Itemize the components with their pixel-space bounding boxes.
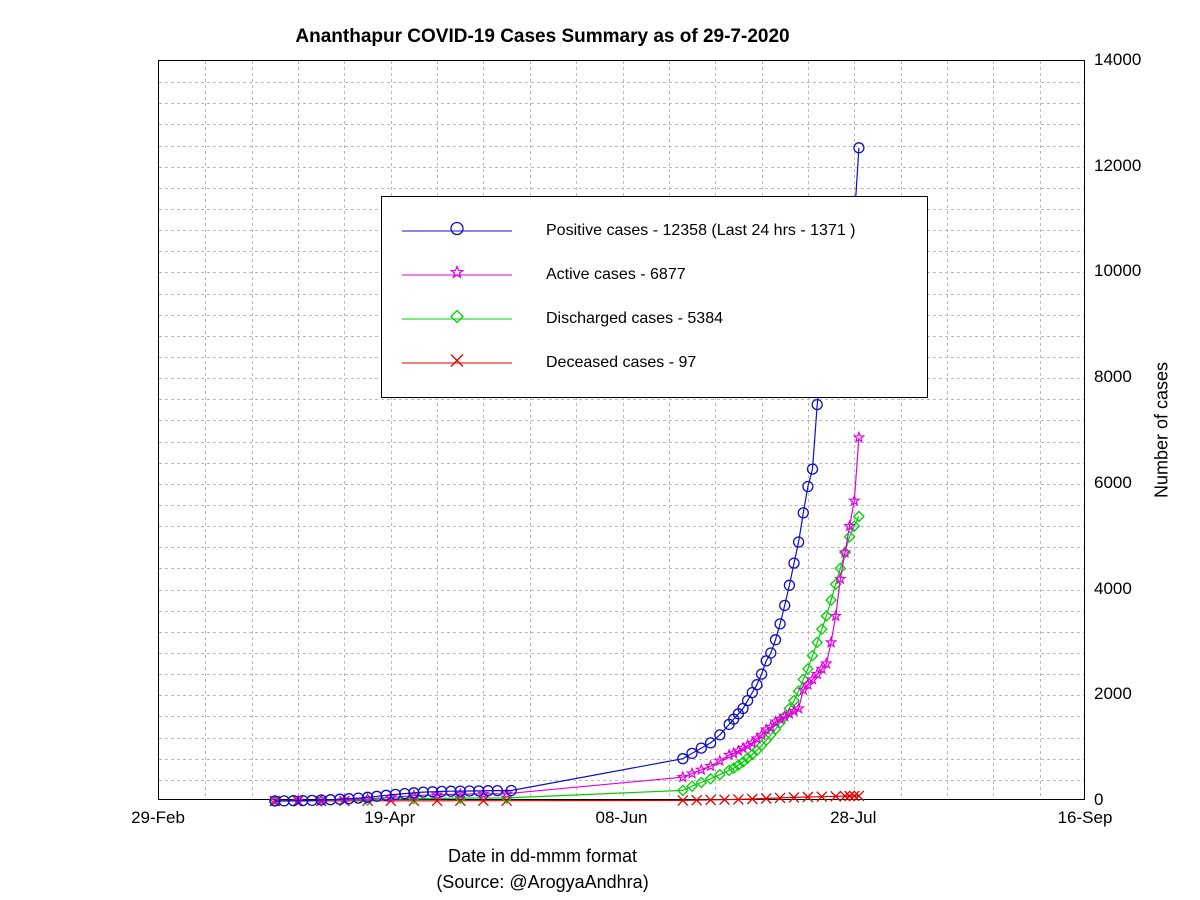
y-tick-label: 0 [1094,790,1103,810]
y-tick-label: 12000 [1094,156,1141,176]
x-tick-label: 08-Jun [596,808,648,828]
chart-container: Ananthapur COVID-19 Cases Summary as of … [0,0,1200,900]
legend-swatch [402,265,512,285]
legend-swatch [402,353,512,373]
diamond-icon [447,307,467,332]
y-tick-label: 2000 [1094,684,1132,704]
x-axis-label: Date in dd-mmm format [0,846,1085,867]
data-series-layer [159,61,1086,801]
series-marker-active [854,433,864,442]
star-icon [447,263,467,288]
y-axis-label: Number of cases [1152,362,1173,498]
legend-box: Positive cases - 12358 (Last 24 hrs - 13… [381,196,928,398]
legend-label: Positive cases - 12358 (Last 24 hrs - 13… [546,222,856,240]
x-tick-label: 19-Apr [364,808,415,828]
circle-icon [447,219,467,244]
chart-title: Ananthapur COVID-19 Cases Summary as of … [0,26,1085,48]
legend-swatch [402,309,512,329]
legend-item: Active cases - 6877 [402,253,907,297]
cross-icon [447,351,467,376]
plot-area: Positive cases - 12358 (Last 24 hrs - 13… [158,60,1085,800]
legend-item: Discharged cases - 5384 [402,297,907,341]
x-tick-label: 28-Jul [830,808,876,828]
legend-item: Positive cases - 12358 (Last 24 hrs - 13… [402,209,907,253]
legend-label: Active cases - 6877 [546,266,686,284]
x-tick-label: 29-Feb [131,808,185,828]
legend-swatch [402,221,512,241]
y-tick-label: 10000 [1094,261,1141,281]
series-line-active [275,438,859,802]
x-axis-source-label: (Source: @ArogyaAndhra) [0,872,1085,893]
y-tick-label: 14000 [1094,50,1141,70]
legend-item: Deceased cases - 97 [402,341,907,385]
y-tick-label: 6000 [1094,473,1132,493]
legend-label: Discharged cases - 5384 [546,310,723,328]
y-tick-label: 8000 [1094,367,1132,387]
y-tick-label: 4000 [1094,579,1132,599]
legend-label: Deceased cases - 97 [546,354,696,372]
x-tick-label: 16-Sep [1058,808,1113,828]
